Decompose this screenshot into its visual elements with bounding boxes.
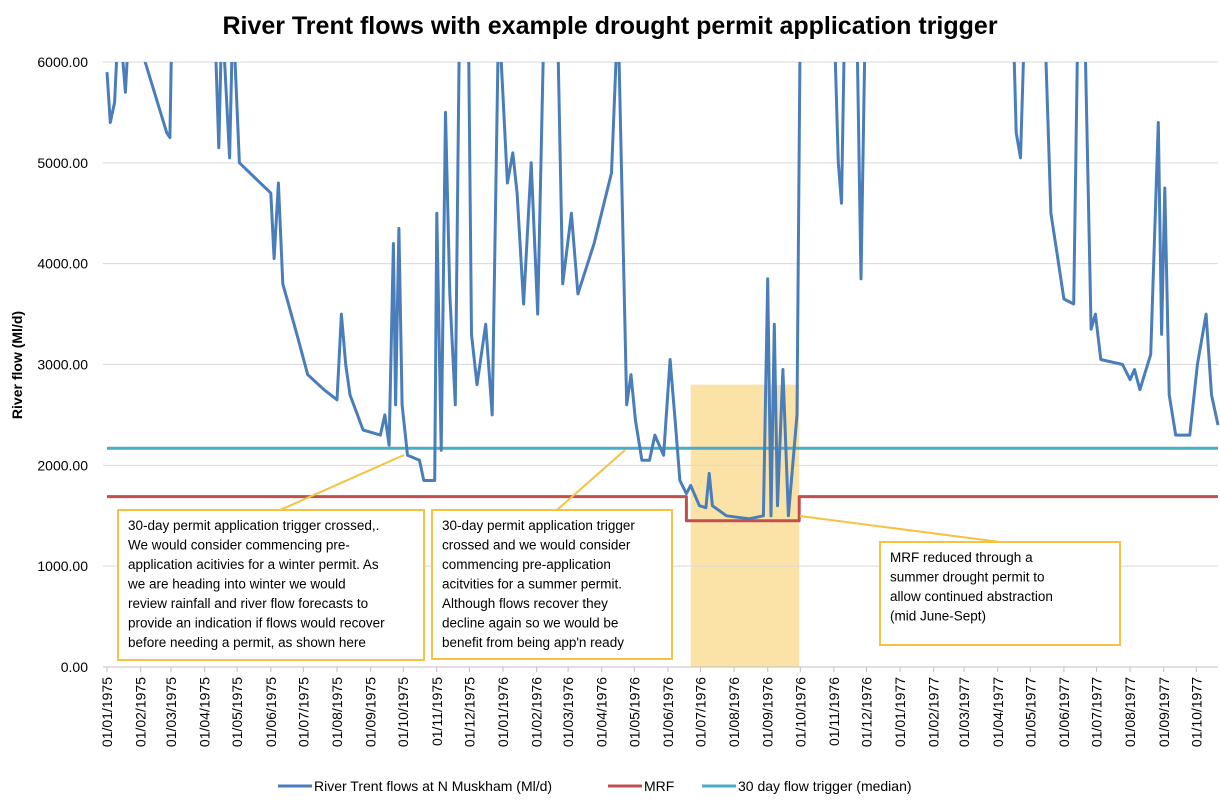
x-tick-label: 01/12/1975 xyxy=(461,677,477,747)
x-tick-label: 01/10/1977 xyxy=(1188,677,1204,747)
series-line xyxy=(107,495,1218,523)
annotation-text: commencing pre-application xyxy=(442,557,611,572)
legend-label: River Trent flows at N Muskham (Ml/d) xyxy=(314,778,552,794)
annotation-text: before needing a permit, as shown here xyxy=(128,635,366,650)
x-tick-label: 01/04/1975 xyxy=(197,677,213,747)
y-tick-label: 0.00 xyxy=(61,659,88,675)
x-tick-label: 01/03/1977 xyxy=(956,677,972,747)
annotation-box xyxy=(879,541,1121,646)
x-tick-label: 01/06/1976 xyxy=(660,677,676,747)
x-tick-label: 01/05/1975 xyxy=(229,677,245,747)
x-tick-label: 01/07/1976 xyxy=(692,677,708,747)
annotation-text: benefit from being app'n ready xyxy=(442,635,624,650)
x-tick-label: 01/08/1976 xyxy=(726,677,742,747)
annotation-text: 30-day permit application trigger xyxy=(442,518,635,533)
x-tick-label: 01/06/1977 xyxy=(1056,677,1072,747)
x-tick-label: 01/03/1976 xyxy=(560,677,576,747)
x-tick-label: 01/11/1976 xyxy=(826,677,842,746)
x-tick-label: 01/04/1977 xyxy=(990,677,1006,747)
y-tick-label: 4000.00 xyxy=(37,256,88,272)
annotation-text: review rainfall and river flow forecasts… xyxy=(128,596,368,611)
leader-line xyxy=(279,454,405,511)
leader-line xyxy=(556,449,626,511)
x-tick-label: 01/09/1976 xyxy=(760,677,776,747)
y-tick-label: 5000.00 xyxy=(37,155,88,171)
annotation-text: 30-day permit application trigger crosse… xyxy=(128,518,379,533)
x-tick-label: 01/05/1976 xyxy=(626,677,642,747)
x-tick-label: 01/09/1977 xyxy=(1156,677,1172,747)
annotation-text: crossed and we would consider xyxy=(442,538,631,553)
annotation-box xyxy=(431,509,673,660)
annotation-text: provide an indication if flows would rec… xyxy=(128,616,385,631)
x-tick-label: 01/10/1975 xyxy=(395,677,411,747)
y-tick-label: 1000.00 xyxy=(37,558,88,574)
x-tick-label: 01/07/1977 xyxy=(1088,677,1104,747)
x-tick-label: 01/07/1975 xyxy=(295,677,311,747)
x-tick-label: 01/08/1975 xyxy=(329,677,345,747)
x-tick-label: 01/12/1976 xyxy=(858,677,874,747)
highlight-band xyxy=(690,384,800,667)
x-tick-label: 01/02/1976 xyxy=(529,677,545,747)
annotation-text: acitvities for a summer permit. xyxy=(442,577,622,592)
y-axis-label: River flow (Ml/d) xyxy=(9,311,25,419)
x-tick-label: 01/08/1977 xyxy=(1122,677,1138,747)
x-tick-label: 01/03/1975 xyxy=(163,677,179,747)
annotation-text: We would consider commencing pre- xyxy=(128,538,350,553)
annotation-text: summer drought permit to xyxy=(890,570,1045,585)
annotation-text: we are heading into winter we would xyxy=(127,577,346,592)
annotation-text: application acitivies for a winter permi… xyxy=(128,557,379,572)
plot-area xyxy=(105,62,1220,523)
leader-line xyxy=(799,515,1001,543)
x-tick-label: 01/09/1975 xyxy=(363,677,379,747)
annotation-box xyxy=(117,509,425,661)
x-tick-label: 01/01/1977 xyxy=(892,677,908,747)
x-tick-label: 01/01/1976 xyxy=(495,677,511,747)
x-tick-label: 01/02/1977 xyxy=(926,677,942,747)
y-tick-label: 3000.00 xyxy=(37,357,88,373)
legend-label: 30 day flow trigger (median) xyxy=(738,778,912,794)
x-tick-label: 01/10/1976 xyxy=(792,677,808,747)
x-tick-label: 01/02/1975 xyxy=(133,677,149,747)
x-tick-label: 01/01/1975 xyxy=(99,677,115,747)
x-tick-label: 01/06/1975 xyxy=(263,677,279,747)
annotation-text: decline again so we would be xyxy=(442,616,618,631)
chart-title: River Trent flows with example drought p… xyxy=(222,12,997,40)
y-tick-label: 6000.00 xyxy=(37,54,88,70)
y-tick-label: 2000.00 xyxy=(37,457,88,473)
x-tick-label: 01/05/1977 xyxy=(1022,677,1038,747)
annotation-text: allow continued abstraction xyxy=(890,589,1053,604)
annotation-text: (mid June-Sept) xyxy=(890,609,986,624)
x-tick-label: 01/11/1975 xyxy=(429,677,445,746)
legend-label: MRF xyxy=(644,778,674,794)
x-tick-label: 01/04/1976 xyxy=(594,677,610,747)
annotation-text: MRF reduced through a xyxy=(890,550,1033,565)
annotation-text: Although flows recover they xyxy=(442,596,608,611)
series-line xyxy=(105,62,1220,521)
